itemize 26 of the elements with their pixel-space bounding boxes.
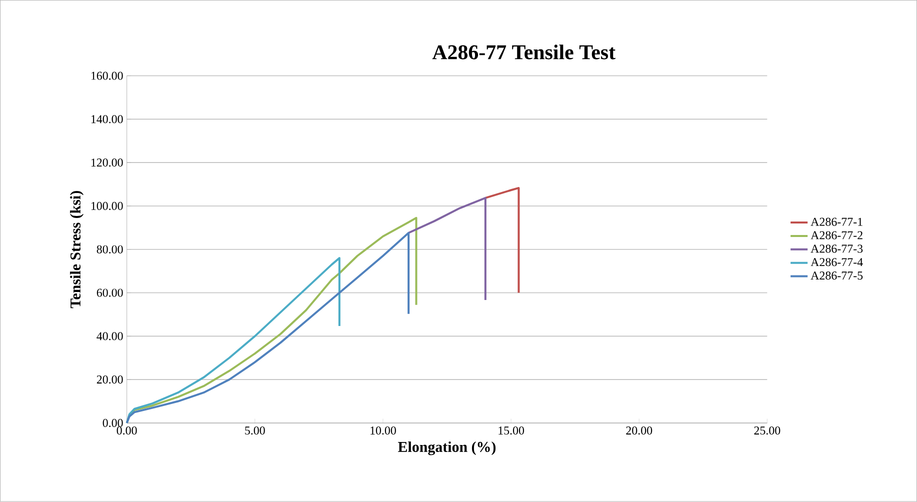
line-series: [408, 197, 486, 302]
legend-label: A286-77-2: [810, 231, 862, 240]
y-tick-label: 160.00: [91, 72, 123, 80]
y-tick-label: 0.00: [102, 419, 123, 428]
x-tick-label: 15.00: [498, 426, 524, 435]
legend-label: A286-77-4: [810, 258, 863, 266]
x-tick-label: 0.00: [116, 426, 137, 435]
y-tick-label: 40.00: [96, 332, 123, 340]
legend-label: A286-77-3: [810, 244, 863, 253]
line-series: [484, 187, 520, 294]
x-axis-title: Elongation (%): [398, 442, 496, 456]
line-series: [126, 257, 340, 424]
legend-label: A286-77-1: [810, 218, 862, 226]
legend-label: A286-77-5: [810, 272, 863, 280]
y-tick-label: 60.00: [96, 288, 123, 297]
x-tick-label: 20.00: [626, 426, 652, 435]
x-tick-label: 10.00: [370, 426, 396, 435]
x-tick-label: 5.00: [245, 426, 265, 435]
y-tick-label: 120.00: [91, 158, 123, 167]
y-tick-label: 20.00: [96, 376, 123, 384]
y-tick-label: 100.00: [91, 202, 123, 210]
chart-title: A286-77 Tensile Test: [432, 44, 616, 60]
y-tick-label: 80.00: [96, 245, 123, 254]
y-axis-title: Tensile Stress (ksi): [70, 191, 84, 308]
x-tick-label: 25.00: [754, 426, 780, 435]
y-tick-label: 140.00: [91, 115, 123, 124]
